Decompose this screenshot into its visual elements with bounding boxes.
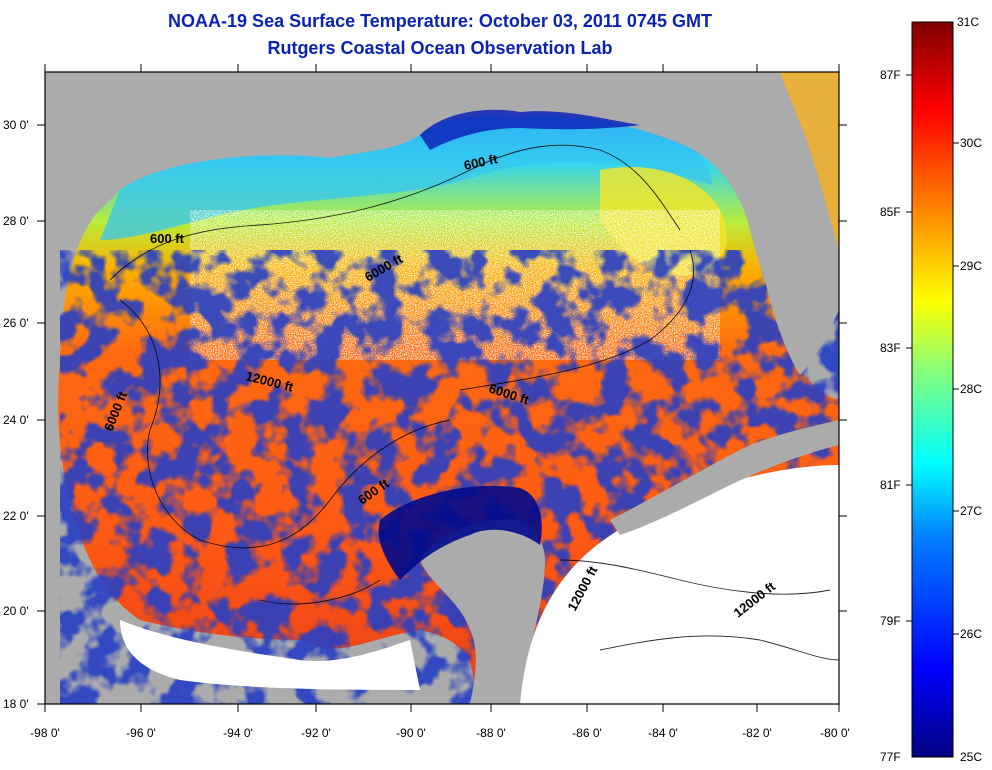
caribbean-no-data: [520, 465, 839, 704]
lon-label: -92 0': [301, 726, 331, 740]
lon-label: -96 0': [126, 726, 156, 740]
colorbar-celsius-label: 29C: [960, 259, 982, 273]
atlantic-strip: [780, 72, 839, 250]
colorbar-celsius-label: 31C: [957, 15, 979, 29]
colorbar-fahrenheit-label: 79F: [880, 614, 901, 628]
bay-of-campeche-no-data: [120, 620, 420, 690]
colorbar-fahrenheit-label: 77F: [880, 750, 901, 764]
lon-label: -88 0': [476, 726, 506, 740]
coastal-cool-band: [100, 115, 712, 240]
yucatan-land: [420, 519, 545, 704]
lat-label: 20 0': [3, 604, 29, 618]
map-subtitle: Rutgers Coastal Ocean Observation Lab: [267, 38, 613, 58]
map-title: NOAA-19 Sea Surface Temperature: October…: [168, 11, 712, 31]
lon-label: -84 0': [648, 726, 678, 740]
lat-label: 28 0': [3, 214, 29, 228]
colorbar-celsius-label: 26C: [960, 627, 982, 641]
contour-label: 600 ft: [150, 231, 185, 246]
lon-label: -90 0': [396, 726, 426, 740]
lat-label: 30 0': [3, 118, 29, 132]
colorbar-fahrenheit-label: 87F: [880, 68, 901, 82]
lat-label: 26 0': [3, 316, 29, 330]
colorbar-fahrenheit-label: 81F: [880, 478, 901, 492]
depth-contours: [109, 144, 839, 661]
colorbar-celsius-label: 28C: [960, 382, 982, 396]
cuba-land: [610, 420, 839, 535]
colorbar-gradient: [911, 21, 954, 758]
lat-label: 22 0': [3, 509, 29, 523]
lon-label: -80 0': [820, 726, 850, 740]
lat-label: 24 0': [3, 413, 29, 427]
coastal-dark-strip: [420, 109, 640, 150]
colorbar-fahrenheit-label: 83F: [880, 341, 901, 355]
colorbar-fahrenheit-label: 85F: [880, 205, 901, 219]
colorbar-celsius-label: 30C: [960, 136, 982, 150]
colorbar-celsius-label: 27C: [960, 504, 982, 518]
lon-label: -98 0': [30, 726, 60, 740]
lon-label: -86 0': [572, 726, 602, 740]
map-frame: [44, 71, 840, 705]
axis-ticks: [37, 64, 847, 712]
lon-label: -94 0': [223, 726, 253, 740]
colorbar-celsius-label: 25C: [960, 750, 982, 764]
yucatan-shelf: [378, 485, 542, 580]
lat-label: 18 0': [3, 697, 29, 711]
contour-label: 600 ft: [463, 151, 500, 173]
lon-label: -82 0': [742, 726, 772, 740]
